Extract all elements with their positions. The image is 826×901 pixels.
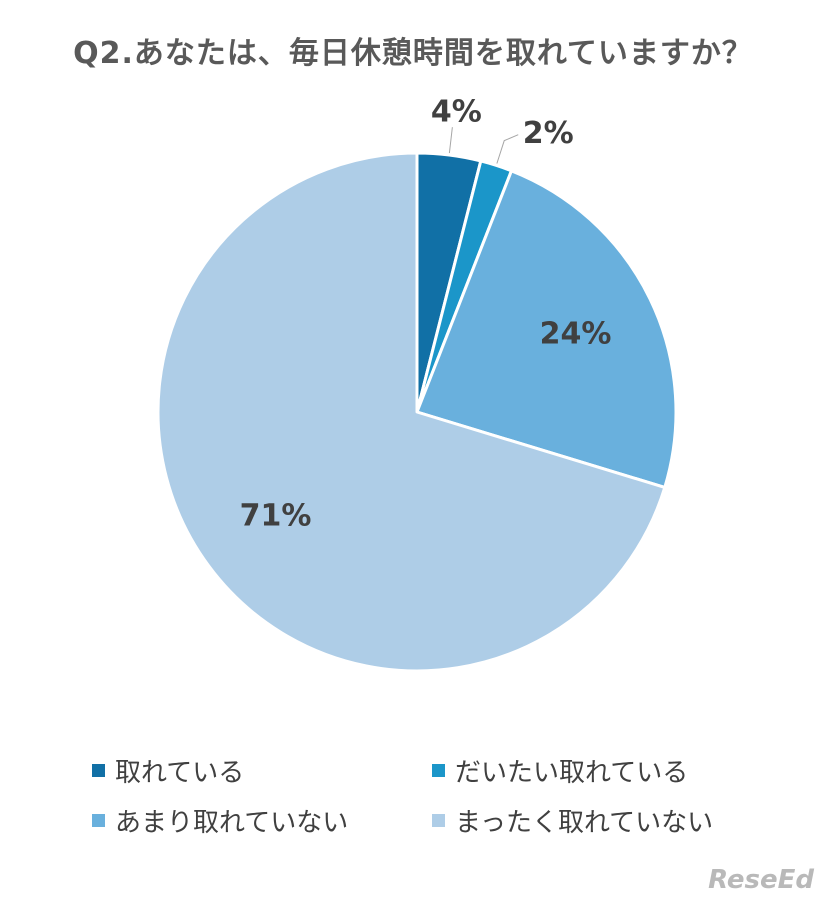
chart-title: Q2.あなたは、毎日休憩時間を取れていますか？ bbox=[73, 36, 753, 71]
leader-line bbox=[496, 134, 519, 164]
pie-slice bbox=[415, 169, 678, 489]
data-label: 71% bbox=[240, 498, 312, 533]
watermark-logo: ReseEd bbox=[708, 865, 814, 895]
leader-line bbox=[448, 127, 453, 154]
data-label: 24% bbox=[540, 317, 612, 352]
data-label: 4% bbox=[431, 95, 482, 130]
data-label: 2% bbox=[523, 116, 574, 151]
pie-slice bbox=[156, 151, 667, 673]
